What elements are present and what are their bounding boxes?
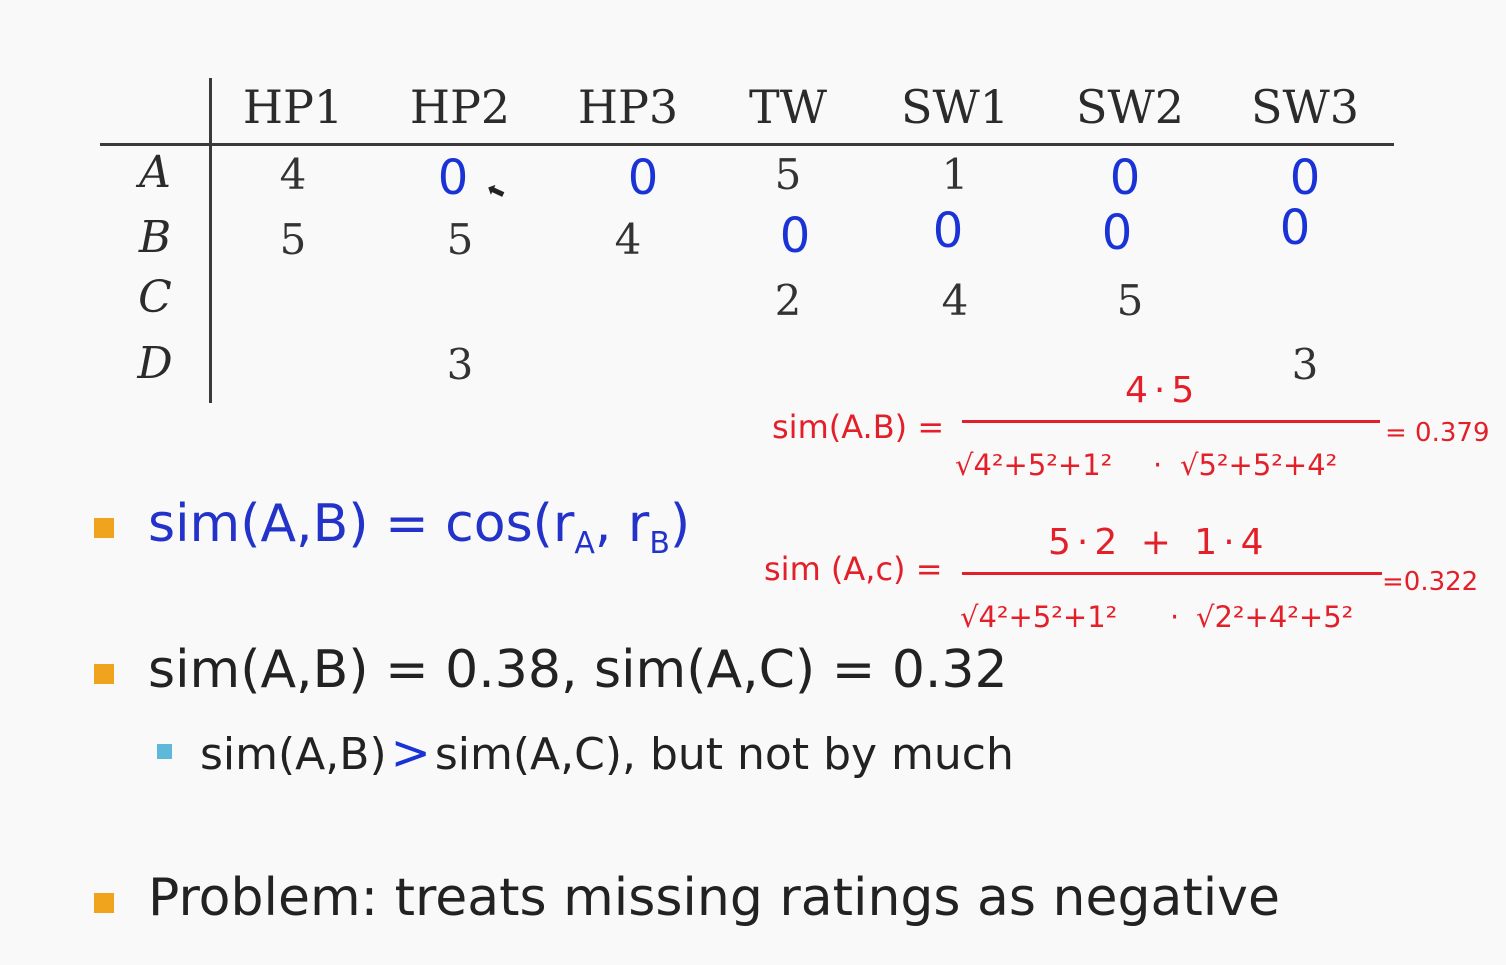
table-cell: 5 [279,215,307,264]
handwritten-zero: 0 [1279,200,1311,256]
annotation-denominator-right: √2²+4²+5² [1196,600,1354,634]
subscript-b: B [649,526,670,561]
sub-bullet-marker [157,744,172,759]
bullet-cosine-definition: sim(A,B) = cos(rA, rB) [148,494,690,561]
row-header-b: B [138,212,172,263]
annotation-result: = 0.379 [1385,418,1490,448]
handwritten-zero: 0 [627,150,659,206]
bullet-marker [94,893,114,913]
row-header-a: A [139,147,171,198]
table-cell: 5 [1116,276,1144,325]
table-cell: 1 [941,150,969,199]
annotation-denominator-left: √4²+5²+1² [955,448,1113,482]
bullet-problem: Problem: treats missing ratings as negat… [148,868,1280,928]
bullet-marker [94,518,114,538]
column-header-hp1: HP1 [242,80,344,134]
sub-bullet-comparison: sim(A,B)>sim(A,C), but not by much [200,725,1014,781]
column-header-sw2: SW2 [1075,80,1185,134]
annotation-denominator-right: √5²+5²+4² [1180,448,1338,482]
utility-matrix: HP1 HP2 HP3 TW SW1 SW2 SW3 A B C D 4 5 1… [0,0,1506,420]
column-header-sw1: SW1 [900,80,1010,134]
table-cell: 5 [774,150,802,199]
table-cell: 3 [1291,340,1319,389]
handwritten-zero: 0 [779,208,811,264]
annotation-dot: · [1170,600,1180,634]
sub-bullet-left: sim(A,B) [200,729,387,780]
table-cell: 4 [614,215,642,264]
table-horizontal-rule [100,143,1394,146]
handwritten-zero: 0 [932,203,964,259]
subscript-a: A [574,526,595,561]
sub-bullet-right: sim(A,C), but not by much [434,729,1014,780]
column-header-hp2: HP2 [409,80,511,134]
fraction-bar [962,572,1382,575]
handwritten-zero: 0 [1109,150,1141,206]
bullet-marker [94,664,114,684]
table-cell: 3 [446,340,474,389]
annotation-dot: · [1153,448,1163,482]
annotation-denominator-left: √4²+5²+1² [960,600,1118,634]
table-vertical-rule [209,78,212,403]
column-header-hp3: HP3 [577,80,679,134]
annotation-numerator: 5·2 + 1·4 [1048,522,1270,563]
handwritten-greater-than: > [390,725,431,781]
annotation-numerator: 4·5 [1125,370,1201,411]
table-cell: 4 [279,150,307,199]
annotation-label: sim (A,c) = [764,550,943,588]
column-header-sw3: SW3 [1250,80,1360,134]
column-header-tw: TW [749,80,827,134]
row-header-c: C [138,272,172,323]
annotation-result: =0.322 [1382,567,1479,597]
bullet-similarity-values: sim(A,B) = 0.38, sim(A,C) = 0.32 [148,640,1008,700]
handwritten-zero: 0 [437,150,469,206]
annotation-label: sim(A.B) = [772,408,945,446]
table-cell: 2 [774,276,802,325]
fraction-bar [962,420,1380,423]
row-header-d: D [137,338,173,389]
handwritten-zero: 0 [1289,150,1321,206]
bullet-text: , r [594,494,650,554]
bullet-text: sim(A,B) = cos(r [148,494,575,554]
table-cell: 5 [446,215,474,264]
table-cell: 4 [941,276,969,325]
handwritten-zero: 0 [1101,205,1133,261]
bullet-text: ) [669,494,691,554]
